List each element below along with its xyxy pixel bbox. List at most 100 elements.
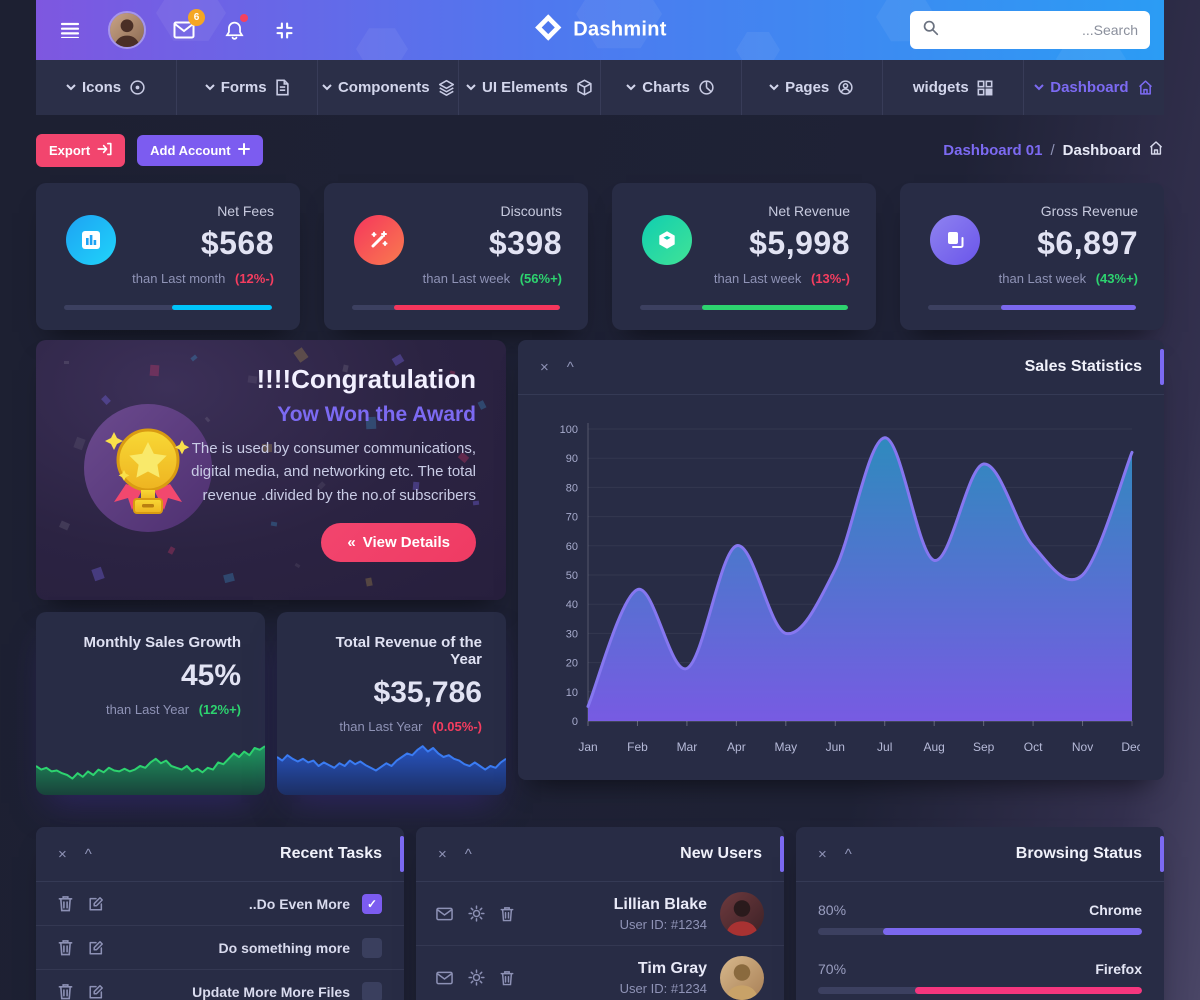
brand[interactable]: Dashmint	[533, 13, 667, 48]
nav-item-icons[interactable]: Icons	[36, 60, 178, 115]
nav-item-ui-elements[interactable]: UI Elements	[459, 60, 601, 115]
envelope-icon[interactable]	[436, 971, 453, 985]
stat-delta: (12%-)	[234, 271, 274, 286]
trash-icon[interactable]	[500, 906, 514, 922]
card-title: Monthly Sales Growth	[83, 634, 241, 651]
task-row: ..Do Even More	[36, 882, 404, 926]
svg-text:100: 100	[560, 424, 578, 436]
recent-tasks-panel: × ^ Recent Tasks ..Do Even More	[36, 827, 404, 1000]
panel-header: × ^ Browsing Status	[796, 827, 1164, 882]
collapse-icon[interactable]: ^	[844, 845, 852, 863]
chevron-down-icon	[322, 84, 332, 91]
notification-dot	[240, 14, 248, 22]
nav-item-forms[interactable]: Forms	[177, 60, 319, 115]
browser-usage-item: 70% Firefox	[818, 961, 1142, 994]
bell-icon[interactable]	[222, 14, 248, 42]
fullscreen-exit-icon[interactable]	[272, 18, 296, 42]
close-icon[interactable]: ×	[438, 845, 447, 863]
double-left-arrow-icon: «	[347, 533, 356, 551]
card-period: than Last Year (12%+)	[105, 702, 241, 717]
gear-icon[interactable]	[468, 969, 485, 986]
svg-text:Apr: Apr	[727, 740, 746, 754]
svg-text:30: 30	[566, 628, 578, 640]
export-button[interactable]: Export	[36, 133, 126, 167]
svg-text:50: 50	[566, 570, 578, 582]
browser-label: Firefox	[1095, 961, 1142, 977]
svg-text:Sep: Sep	[973, 740, 995, 754]
svg-text:Oct: Oct	[1024, 740, 1043, 754]
user-circle-icon	[837, 79, 854, 96]
hamburger-menu-icon[interactable]	[58, 18, 82, 42]
svg-text:0: 0	[572, 716, 578, 728]
stat-title: Net Fees	[217, 203, 274, 219]
collapse-icon[interactable]: ^	[566, 358, 574, 376]
close-icon[interactable]: ×	[818, 845, 827, 863]
chevron-down-icon	[769, 84, 779, 91]
bottom-row: × ^ Recent Tasks ..Do Even More	[36, 827, 1164, 1000]
task-checkbox[interactable]	[362, 893, 382, 914]
panel-accent-bar	[780, 836, 784, 872]
task-checkbox[interactable]	[362, 937, 382, 958]
envelope-icon[interactable]	[436, 907, 453, 921]
chevron-down-icon	[626, 84, 637, 91]
trash-icon[interactable]	[58, 895, 73, 912]
stat-cards-row: Net Fees $568 than Last month (12%-) Dis…	[36, 183, 1164, 330]
card-value: 45%	[180, 659, 241, 692]
stat-card-net-fees: Net Fees $568 than Last month (12%-)	[36, 183, 300, 330]
nav-item-dashboard[interactable]: Dashboard	[1024, 60, 1164, 115]
search-box	[910, 11, 1150, 49]
close-icon[interactable]: ×	[58, 845, 67, 863]
mail-icon[interactable]: 6	[172, 9, 205, 42]
trash-icon[interactable]	[58, 939, 73, 956]
close-icon[interactable]: ×	[540, 358, 549, 376]
view-details-button[interactable]: « View Details	[321, 522, 476, 562]
collapse-icon[interactable]: ^	[464, 845, 472, 863]
user-avatar[interactable]	[108, 11, 146, 49]
trophy-icon	[78, 398, 218, 543]
svg-text:60: 60	[566, 541, 578, 553]
browser-label: Chrome	[1089, 902, 1142, 918]
edit-icon[interactable]	[88, 896, 104, 912]
svg-text:Mar: Mar	[677, 740, 698, 754]
nav-item-widgets[interactable]: widgets	[883, 60, 1024, 115]
grid-icon	[977, 80, 993, 96]
stat-progress	[64, 305, 272, 310]
congratulation-card: !!!!Congratulation Yow Won the Award The…	[36, 340, 506, 600]
nav-item-pages[interactable]: Pages	[742, 60, 883, 115]
task-label: Update More More Files	[192, 983, 350, 1000]
breadcrumb-parent[interactable]: Dashboard 01	[943, 141, 1043, 159]
add-account-button[interactable]: Add Account	[137, 134, 263, 166]
nav-item-components[interactable]: Components	[318, 60, 460, 115]
panel-title: Browsing Status	[1015, 845, 1142, 862]
svg-text:Nov: Nov	[1072, 740, 1093, 754]
task-row: Do something more	[36, 926, 404, 970]
collapse-icon[interactable]: ^	[84, 845, 92, 863]
edit-icon[interactable]	[88, 984, 104, 1000]
total-revenue-card: Total Revenue of the Year $35,786 than L…	[277, 612, 506, 795]
stat-title: Discounts	[500, 203, 562, 219]
middle-row: !!!!Congratulation Yow Won the Award The…	[36, 340, 1164, 795]
stat-card-net-revenue: Net Revenue $5,998 than Last week (13%-)	[612, 183, 876, 330]
export-icon	[97, 142, 112, 159]
search-input[interactable]	[939, 22, 1138, 38]
card-value: $35,786	[373, 676, 482, 709]
trash-icon[interactable]	[58, 983, 73, 1000]
user-row: Tim Gray User ID: #1234	[416, 946, 784, 1000]
stat-progress	[928, 305, 1136, 310]
task-row: Update More More Files	[36, 970, 404, 1000]
task-checkbox[interactable]	[362, 981, 382, 1000]
page-toolbar: Export Add Account Dashboard 01 / Dashbo…	[36, 133, 1164, 167]
svg-text:Jan: Jan	[578, 740, 597, 754]
panel-header: × ^ New Users	[416, 827, 784, 882]
task-label: ..Do Even More	[248, 895, 350, 912]
svg-text:80: 80	[566, 482, 578, 494]
stat-delta: (13%-)	[810, 271, 850, 286]
file-icon	[275, 79, 290, 96]
bar-chart-icon	[66, 215, 116, 265]
nav-item-charts[interactable]: Charts	[601, 60, 742, 115]
user-avatar[interactable]	[720, 955, 764, 1000]
gear-icon[interactable]	[468, 905, 485, 922]
edit-icon[interactable]	[88, 940, 104, 956]
user-avatar[interactable]	[720, 891, 764, 936]
trash-icon[interactable]	[500, 970, 514, 986]
